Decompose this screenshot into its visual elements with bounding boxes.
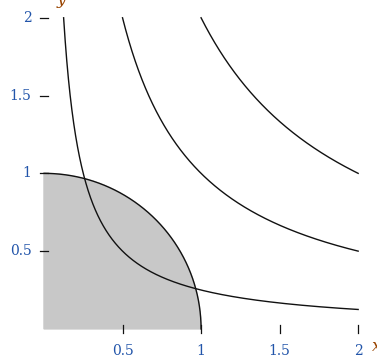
Text: 2: 2 (354, 344, 363, 358)
Text: 1.5: 1.5 (9, 89, 31, 103)
Text: 2: 2 (23, 11, 31, 25)
Text: 0.5: 0.5 (10, 244, 31, 258)
Text: 1: 1 (197, 344, 205, 358)
Text: 0.5: 0.5 (112, 344, 133, 358)
Text: 1: 1 (23, 166, 31, 180)
Text: 1.5: 1.5 (269, 344, 291, 358)
Polygon shape (44, 174, 201, 329)
Text: y: y (57, 0, 66, 8)
Text: x: x (372, 338, 377, 355)
